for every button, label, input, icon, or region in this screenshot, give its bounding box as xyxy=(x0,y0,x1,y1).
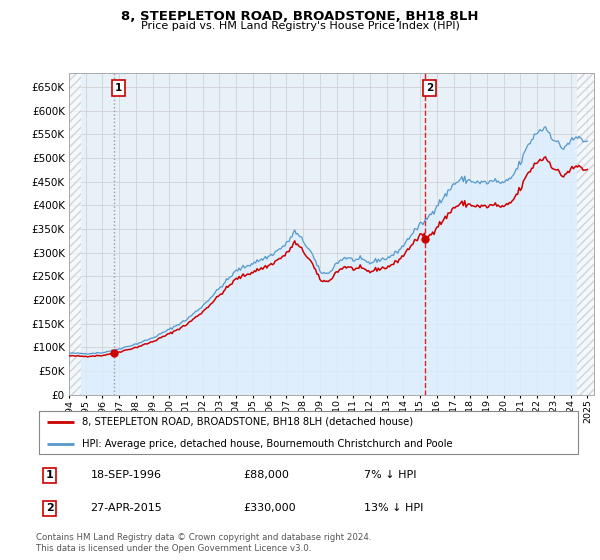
Text: 2: 2 xyxy=(426,83,433,93)
Text: £330,000: £330,000 xyxy=(244,503,296,513)
Text: 2: 2 xyxy=(46,503,53,513)
Text: 7% ↓ HPI: 7% ↓ HPI xyxy=(364,470,416,480)
Text: 27-APR-2015: 27-APR-2015 xyxy=(91,503,163,513)
Text: Contains HM Land Registry data © Crown copyright and database right 2024.
This d: Contains HM Land Registry data © Crown c… xyxy=(36,533,371,553)
Text: 13% ↓ HPI: 13% ↓ HPI xyxy=(364,503,423,513)
Text: Price paid vs. HM Land Registry's House Price Index (HPI): Price paid vs. HM Land Registry's House … xyxy=(140,21,460,31)
Bar xyxy=(69,63,81,395)
Text: 1: 1 xyxy=(46,470,53,480)
Text: 1: 1 xyxy=(115,83,122,93)
FancyBboxPatch shape xyxy=(39,410,578,455)
Text: 8, STEEPLETON ROAD, BROADSTONE, BH18 8LH: 8, STEEPLETON ROAD, BROADSTONE, BH18 8LH xyxy=(121,10,479,23)
Text: 18-SEP-1996: 18-SEP-1996 xyxy=(91,470,161,480)
Text: 8, STEEPLETON ROAD, BROADSTONE, BH18 8LH (detached house): 8, STEEPLETON ROAD, BROADSTONE, BH18 8LH… xyxy=(82,417,413,427)
Text: HPI: Average price, detached house, Bournemouth Christchurch and Poole: HPI: Average price, detached house, Bour… xyxy=(82,438,453,449)
Text: £88,000: £88,000 xyxy=(244,470,289,480)
Bar xyxy=(577,63,596,395)
